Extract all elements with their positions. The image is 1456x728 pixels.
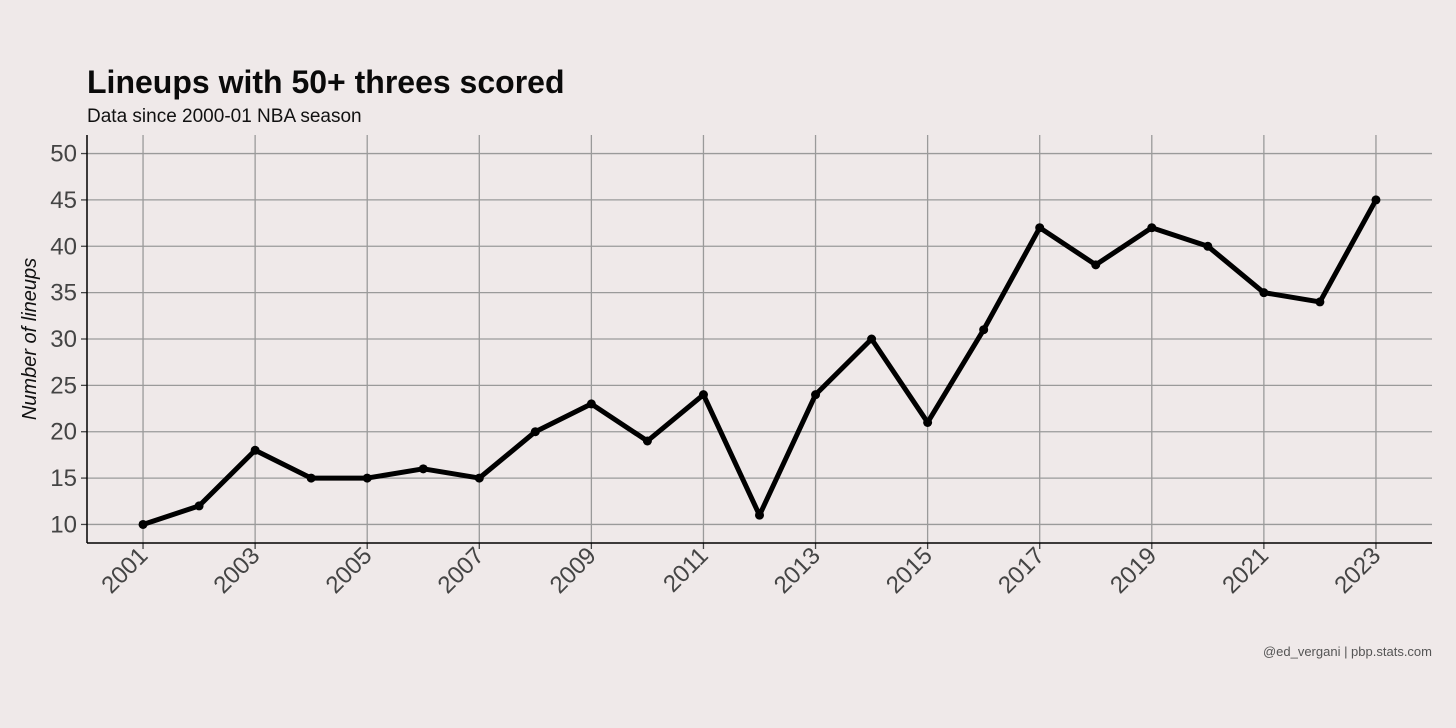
- y-tick-label: 10: [50, 511, 77, 538]
- x-tick-label: 2005: [321, 542, 378, 599]
- y-tick-label: 50: [50, 141, 77, 168]
- y-tick-label: 15: [50, 465, 77, 492]
- x-tick-label: 2007: [433, 542, 490, 599]
- data-point: [1035, 223, 1045, 233]
- x-tick-label: 2013: [769, 542, 826, 599]
- data-point: [979, 325, 989, 335]
- data-point: [474, 473, 484, 483]
- data-point: [1203, 241, 1213, 251]
- data-point: [698, 390, 708, 400]
- series: [138, 195, 1381, 529]
- x-tick-label: 2003: [209, 542, 266, 599]
- chart-caption: @ed_vergani | pbp.stats.com: [1263, 644, 1432, 659]
- data-point: [586, 399, 596, 409]
- y-tick-label: 30: [50, 326, 77, 353]
- y-tick-label: 20: [50, 419, 77, 446]
- data-point: [811, 390, 821, 400]
- data-point: [642, 436, 652, 446]
- series-line: [140, 197, 1379, 527]
- data-point: [1147, 223, 1157, 233]
- axes: [81, 135, 1432, 549]
- data-point: [755, 510, 764, 520]
- grid-lines: [87, 135, 1432, 543]
- x-tick-label: 2023: [1329, 542, 1386, 599]
- chart-title: Lineups with 50+ threes scored: [87, 64, 564, 100]
- data-point: [250, 445, 260, 455]
- x-tick-label: 2019: [1105, 542, 1162, 599]
- x-tick-label: 2017: [993, 542, 1050, 599]
- y-tick-label: 35: [50, 280, 77, 307]
- data-point: [867, 334, 877, 344]
- x-tick-label: 2021: [1217, 542, 1274, 599]
- y-tick-label: 40: [50, 233, 77, 260]
- y-axis-label: Number of lineups: [19, 258, 41, 420]
- x-tick-label: 2015: [881, 542, 938, 599]
- x-tick-label: 2001: [96, 542, 153, 599]
- x-tick-label: 2009: [545, 542, 602, 599]
- data-point: [306, 473, 316, 483]
- y-tick-label: 45: [50, 187, 77, 214]
- data-point: [1371, 195, 1381, 205]
- tick-labels: 10 15 20 25 30 35 40 45 50 2001 2003 2005 2007 2009 20…: [50, 141, 1386, 599]
- y-tick-label: 25: [50, 372, 77, 399]
- data-point: [923, 417, 933, 427]
- data-point: [1091, 260, 1101, 270]
- chart-subtitle: Data since 2000-01 NBA season: [87, 106, 362, 127]
- data-point: [1259, 288, 1269, 298]
- x-tick-label: 2011: [658, 542, 714, 598]
- data-point: [530, 427, 540, 437]
- data-point: [418, 464, 428, 474]
- data-point: [1315, 297, 1325, 307]
- data-point: [138, 519, 148, 529]
- data-point: [362, 473, 372, 483]
- data-point: [194, 501, 204, 511]
